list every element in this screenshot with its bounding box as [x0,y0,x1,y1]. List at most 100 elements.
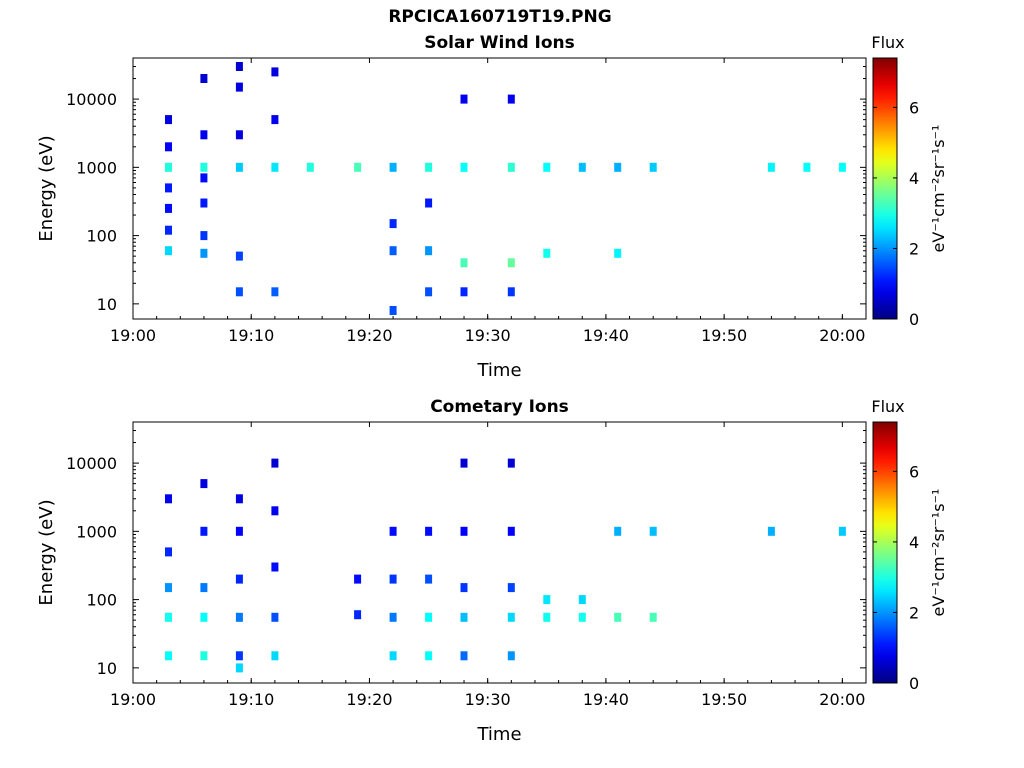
heatmap-cell [235,62,243,71]
heatmap-cell [165,547,172,557]
panel-title: Solar Wind Ions [424,33,575,53]
heatmap-cell [165,162,172,172]
heatmap-cell [389,246,397,256]
heatmap-cell [578,162,586,172]
heatmap-cell [354,162,362,172]
heatmap-cell [460,258,468,268]
heatmap-cell [165,246,172,256]
heatmap-cell [803,162,811,172]
colorbar-tick-label: 2 [909,239,919,258]
x-tick-label: 19:20 [346,690,392,709]
heatmap-cell [306,162,314,172]
heatmap-cell [235,526,243,536]
heatmap-cell [165,225,172,235]
heatmap-cell [235,663,243,673]
x-tick-label: 20:00 [819,326,865,345]
heatmap-cell [649,162,657,172]
x-tick-label: 19:10 [228,690,274,709]
colorbar-unit: eV⁻¹cm⁻²sr⁻¹s⁻¹ [929,489,948,617]
y-axis-label: Energy (eV) [36,135,57,241]
heatmap-cell [354,610,362,620]
colorbar-tick-label: 4 [909,533,919,552]
x-tick-label: 19:40 [583,690,629,709]
heatmap-cell [507,583,515,593]
heatmap-cell [425,651,433,661]
heatmap-cell [200,526,208,536]
x-tick-label: 19:50 [701,690,747,709]
y-tick-label: 10000 [66,90,117,109]
colorbar-label: Flux [871,33,904,52]
heatmap-cell [165,203,172,213]
heatmap-cell [235,82,243,92]
heatmap-cells [165,62,846,315]
heatmap-cell [354,574,362,584]
colorbar-tick-label: 2 [909,603,919,622]
heatmap-cell [200,198,208,208]
colorbar-tick-label: 0 [909,674,919,693]
heatmap-cell [614,612,622,622]
heatmap-cell [389,612,397,622]
x-tick-label: 19:00 [110,690,156,709]
heatmap-cell [200,248,208,258]
y-tick-label: 100 [86,227,117,246]
x-tick-label: 19:40 [583,326,629,345]
heatmap-cell [165,494,172,504]
colorbar [872,421,898,684]
heatmap-cell [543,595,551,605]
heatmap-cell [235,574,243,584]
heatmap-cell [460,651,468,661]
y-tick-label: 10000 [66,454,117,473]
heatmap-cell [235,287,243,297]
x-tick-label: 19:30 [465,326,511,345]
heatmap-cell [200,162,208,172]
y-tick-label: 10 [97,295,117,314]
heatmap-cell [389,651,397,661]
heatmap-cell [460,458,468,468]
heatmap-cell [271,162,279,172]
colorbar-unit: eV⁻¹cm⁻²sr⁻¹s⁻¹ [929,125,948,253]
x-tick-label: 19:00 [110,326,156,345]
heatmap-cell [578,595,586,605]
heatmap-cell [425,287,433,297]
heatmap-cell [649,612,657,622]
heatmap-cell [543,612,551,622]
heatmap-cell [200,612,208,622]
heatmap-cell [389,306,397,315]
y-tick-label: 1000 [76,522,117,541]
heatmap-cell [460,583,468,593]
heatmap-cell [578,612,586,622]
x-tick-label: 19:30 [465,690,511,709]
heatmap-cell [460,526,468,536]
heatmap-cell [460,94,468,104]
y-axis-label: Energy (eV) [36,499,57,605]
heatmap-cell [165,583,172,593]
heatmap-cell [507,162,515,172]
heatmap-cell [425,246,433,256]
x-tick-label: 20:00 [819,690,865,709]
heatmap-cell [200,74,208,83]
heatmap-cell [425,198,433,208]
heatmap-cell [200,231,208,241]
y-tick-label: 10 [97,659,117,678]
heatmap-cell [389,219,397,229]
heatmap-cell [614,248,622,258]
y-tick-label: 100 [86,591,117,610]
heatmap-cell [235,251,243,261]
heatmap-cell [200,173,208,183]
x-axis-label: Time [476,724,521,745]
heatmap-cell [271,506,279,516]
heatmap-cell [271,612,279,622]
heatmap-cell [271,458,279,468]
heatmap-cell [165,115,172,125]
heatmap-cell [838,162,846,172]
x-axis-label: Time [476,360,521,381]
heatmap-cell [235,130,243,140]
heatmap-cell [271,651,279,661]
heatmap-cell [460,612,468,622]
heatmap-cell [425,574,433,584]
heatmap-cell [507,526,515,536]
heatmap-cell [543,248,551,258]
heatmap-cell [507,94,515,104]
axes-frame [132,421,867,684]
